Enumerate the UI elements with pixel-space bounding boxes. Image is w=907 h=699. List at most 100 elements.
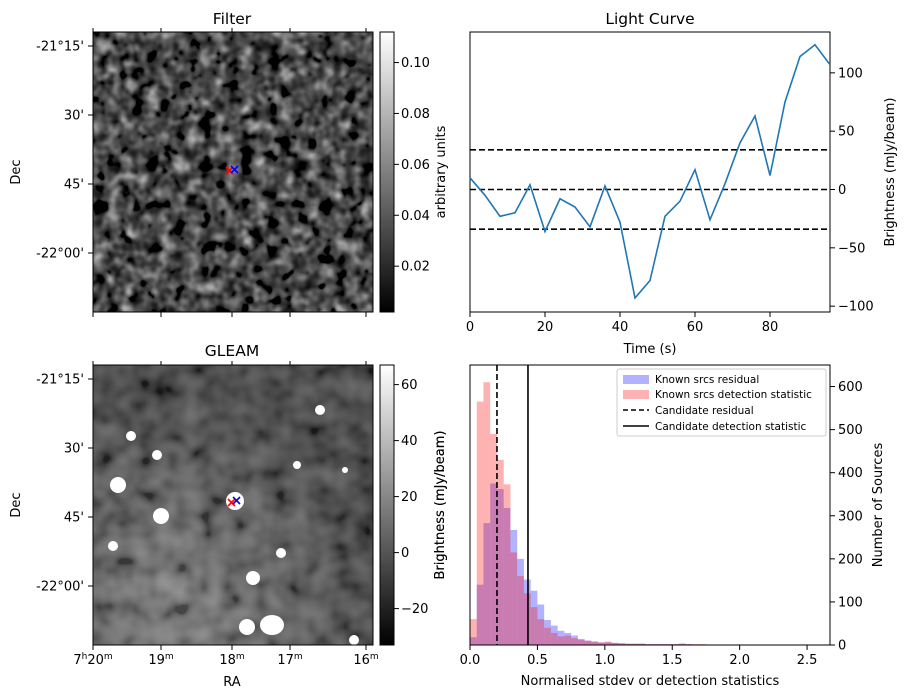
hist-bar-detection [483, 382, 491, 645]
filter-y-ticks: -21°15' 30' 45' -22°00' [36, 40, 93, 262]
x-tick-label: 0 [466, 320, 474, 335]
y-tick-label: 30' [64, 109, 84, 124]
gleam-colorbar [379, 364, 395, 646]
light-curve-reference-lines [470, 149, 830, 230]
hist-bar-detection [584, 640, 592, 645]
y-tick-label: -22°00' [36, 247, 84, 262]
colorbar-tick-label: 0.02 [401, 260, 430, 275]
colorbar-tick-label: −20 [401, 602, 428, 617]
y-tick-label: 300 [838, 509, 863, 524]
hist-bar-residual [510, 529, 518, 645]
hist-bar-detection [678, 643, 686, 645]
hist-bar-detection [604, 641, 612, 645]
x-tick-label: 80 [762, 320, 779, 335]
hist-bar-residual [584, 640, 592, 645]
hist-bar-residual [598, 642, 605, 645]
legend-box [616, 368, 827, 437]
x-tick-label: 60 [687, 320, 704, 335]
gleam-source [342, 467, 348, 473]
hist-bar-residual [483, 523, 491, 645]
y-tick-label: 200 [838, 552, 863, 567]
filter-marker-blue-x [230, 165, 239, 174]
y-tick-label: 0 [838, 183, 846, 198]
filter-ylabel: Dec [9, 159, 24, 184]
x-tick-label: 19m [148, 652, 173, 668]
gleam-marker-red-x [227, 498, 236, 507]
colorbar-tick-label: 40 [401, 434, 418, 449]
colorbar-tick-label: 0 [401, 546, 409, 561]
legend-label-candidate-detection: Candidate detection statistic [655, 421, 807, 433]
hist-bar-residual [503, 508, 511, 645]
legend-swatch-residual [623, 375, 649, 384]
x-tick-label: 7h20m [73, 652, 112, 668]
gleam-y-ticks: -21°15' 30' 45' -22°00' [36, 373, 93, 595]
hist-bar-detection [631, 643, 639, 645]
hist-bar-residual [577, 638, 585, 645]
light-curve-axes [469, 31, 831, 313]
hist-bar-detection [571, 638, 578, 645]
histogram-candidate-lines [496, 365, 529, 645]
hist-bar-residual [537, 604, 545, 645]
hist-bar-detection [564, 635, 572, 645]
hist-bar-detection [618, 643, 626, 645]
gleam-bright-sources [108, 405, 359, 645]
light-curve-x-ticks: 0 20 40 60 80 [466, 312, 778, 335]
hist-bar-detection [537, 619, 545, 645]
hist-bar-residual [557, 630, 565, 645]
y-tick-label: 100 [838, 66, 863, 81]
filter-x-ticks [92, 28, 367, 317]
filter-title: Filter [213, 10, 252, 28]
light-curve-series-line [469, 43, 831, 300]
filter-colorbar-label: arbitrary units [434, 125, 449, 218]
hist-bar-detection [496, 459, 504, 645]
colorbar-tick-label: 60 [401, 378, 418, 393]
hist-bar-residual [496, 489, 504, 645]
gleam-source [276, 548, 286, 558]
y-tick-label: −100 [838, 300, 874, 315]
hist-bar-detection [510, 552, 518, 645]
y-tick-label: 500 [838, 423, 863, 438]
hist-bar-detection [550, 632, 558, 645]
gleam-ylabel: Dec [9, 492, 24, 517]
filter-colorbar [379, 31, 395, 313]
colorbar-tick-label: 0.04 [401, 209, 430, 224]
hist-bar-detection [611, 642, 619, 645]
y-tick-label: 45' [64, 178, 84, 193]
gleam-source [110, 477, 126, 493]
gleam-source [349, 635, 359, 645]
hist-bar-detection [544, 627, 551, 645]
legend-label-residual: Known srcs residual [655, 374, 759, 386]
gleam-marker-blue-x [232, 496, 241, 505]
x-tick-label: 18m [219, 652, 244, 668]
hist-bar-detection [470, 619, 477, 645]
legend-label-detection: Known srcs detection statistic [655, 389, 812, 401]
colorbar-tick-label: 0.08 [401, 107, 430, 122]
y-tick-label: 45' [64, 511, 84, 526]
hist-bar-residual [550, 625, 558, 645]
gleam-source [108, 541, 118, 551]
y-tick-label: -21°15' [36, 40, 84, 55]
x-tick-label: 17m [277, 652, 302, 668]
histogram-bars [470, 382, 794, 645]
light-curve-y-ticks: −100 −50 0 50 100 [830, 66, 874, 315]
hist-bar-residual [544, 620, 551, 645]
gleam-source [246, 571, 260, 585]
gleam-source [315, 405, 325, 415]
histogram-xlabel: Normalised stdev or detection statistics [521, 674, 780, 689]
light-curve-title: Light Curve [605, 10, 694, 28]
x-tick-label: 20 [537, 320, 554, 335]
light-curve-ylabel: Brightness (mJy/beam) [883, 98, 898, 247]
y-tick-label: -22°00' [36, 580, 84, 595]
hist-bar-residual [530, 590, 538, 645]
hist-bar-residual [604, 642, 612, 645]
hist-bar-detection [577, 639, 585, 645]
y-tick-label: 0 [838, 639, 846, 654]
hist-bar-detection [530, 607, 538, 645]
y-tick-label: −50 [838, 241, 865, 256]
x-tick-label: 2.5 [797, 653, 818, 668]
hist-bar-detection [490, 433, 497, 645]
colorbar-tick-label: 0.06 [401, 158, 430, 173]
light-curve-xlabel: Time (s) [623, 342, 677, 357]
hist-bar-residual [564, 632, 572, 645]
hist-bar-detection [557, 636, 565, 645]
